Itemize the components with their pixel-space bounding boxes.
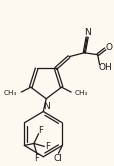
Text: F: F (44, 142, 49, 151)
Text: N: N (42, 102, 49, 111)
Text: OH: OH (98, 63, 111, 72)
Text: Cl: Cl (53, 154, 61, 163)
Text: CH₃: CH₃ (4, 90, 17, 96)
Text: F: F (34, 154, 39, 163)
Text: F: F (38, 126, 43, 135)
Text: O: O (105, 43, 112, 52)
Text: CH₃: CH₃ (74, 90, 88, 96)
Text: N: N (83, 28, 90, 37)
